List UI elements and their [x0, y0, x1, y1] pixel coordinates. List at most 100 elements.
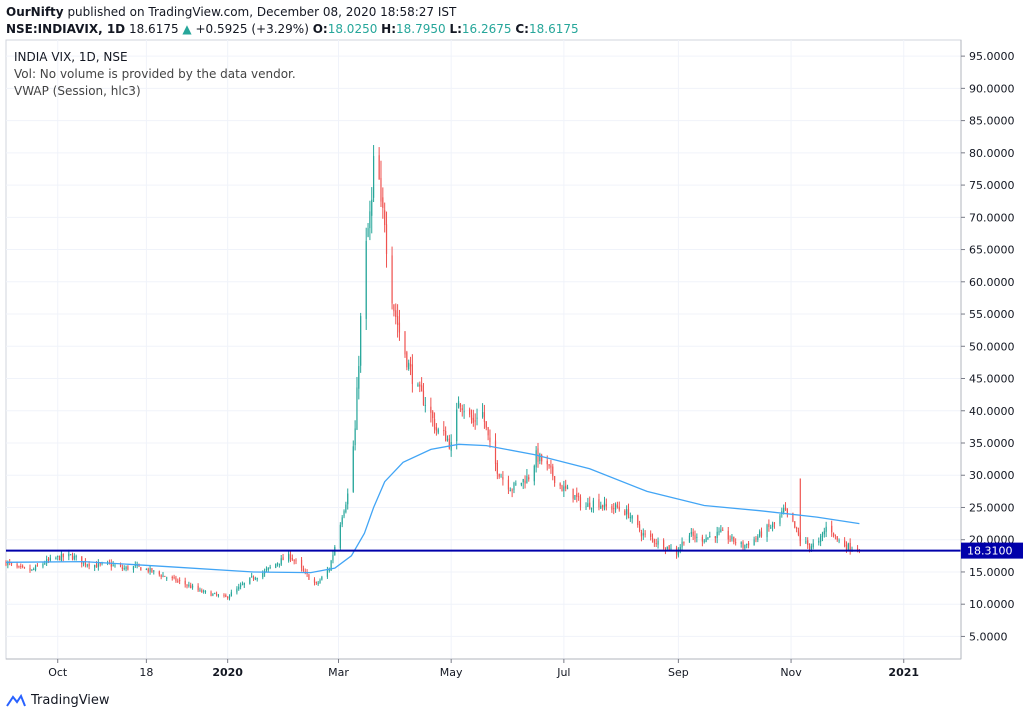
candle-body: [563, 486, 565, 492]
candle-body: [114, 565, 116, 567]
candle-body: [533, 465, 535, 482]
candle-body: [485, 421, 487, 428]
candle-body: [856, 548, 859, 551]
x-axis[interactable]: Oct 18 2020 Mar May Jul Sep Nov 2021: [6, 658, 961, 679]
y-tick-label: 50.0000: [969, 340, 1015, 353]
candle-body: [203, 590, 205, 592]
candle-body: [341, 517, 343, 525]
candle-body: [31, 569, 33, 571]
candle-body: [147, 568, 149, 572]
candle-body: [727, 530, 729, 540]
candle-body: [448, 438, 450, 449]
candle-body: [22, 565, 24, 567]
candle-body: [539, 453, 541, 462]
candle-body: [740, 542, 742, 544]
candle-body: [500, 476, 502, 478]
candle-body: [289, 554, 292, 559]
candle-body: [663, 540, 665, 549]
candle-body: [391, 255, 393, 304]
candle-body: [404, 331, 406, 355]
tradingview-logo-icon: [6, 693, 26, 707]
open-label: O:: [312, 22, 328, 36]
candle-body: [773, 522, 776, 525]
candle-body: [810, 546, 812, 550]
candle-body: [753, 539, 755, 546]
candle-body: [535, 450, 537, 468]
low-label: L:: [449, 22, 462, 36]
candle-body: [369, 211, 371, 229]
candle-body: [49, 557, 51, 561]
plot-area[interactable]: [5, 39, 962, 660]
candle-body: [757, 536, 759, 540]
candle-body: [151, 568, 153, 573]
candle-body: [110, 563, 112, 567]
up-arrow-icon: ▲: [182, 22, 192, 36]
candle-body: [164, 575, 166, 577]
candle-body: [701, 536, 703, 542]
footer-brand[interactable]: TradingView: [6, 693, 110, 708]
candle-body: [158, 571, 160, 575]
y-tick-label: 80.0000: [969, 147, 1015, 160]
candle-body: [173, 577, 175, 579]
y-tick-label: 15.0000: [969, 566, 1015, 579]
candle-body: [175, 577, 177, 582]
candle-body: [838, 540, 840, 542]
candle-body: [825, 526, 827, 532]
candle-body: [694, 535, 696, 539]
candle-body: [770, 527, 772, 529]
candle-body: [653, 539, 655, 543]
price-chart[interactable]: 95.0000 90.0000 85.0000 80.0000 75.0000 70.00…: [0, 38, 1024, 688]
candle-body: [358, 366, 360, 389]
candle-body: [457, 401, 460, 409]
candle-body: [422, 390, 425, 405]
candle-body: [16, 564, 18, 567]
candle-body: [354, 428, 356, 446]
candle-body: [308, 574, 310, 580]
candle-body: [640, 532, 643, 537]
candle-body: [572, 488, 574, 499]
y-tick-label: 25.0000: [969, 501, 1015, 514]
candle-body: [847, 543, 849, 550]
candle-body: [592, 500, 595, 508]
candle-body: [554, 476, 556, 484]
candle-body: [755, 538, 757, 540]
candle-body: [611, 506, 613, 510]
candle-body: [585, 506, 587, 508]
candle-body: [86, 564, 88, 566]
candle-body: [282, 557, 284, 561]
candles: [5, 145, 861, 601]
candle-body: [275, 563, 277, 568]
publisher-name[interactable]: OurNifty: [6, 5, 64, 19]
candle-body: [797, 530, 800, 535]
y-tick-label: 60.0000: [969, 276, 1015, 289]
candle-body: [552, 466, 554, 477]
legend-title: INDIA VIX, 1D, NSE: [14, 50, 128, 64]
x-tick-label: Jul: [556, 666, 570, 679]
y-axis[interactable]: 95.0000 90.0000 85.0000 80.0000 75.0000 70.00…: [960, 40, 1015, 659]
candle-body: [432, 411, 434, 419]
candle-body: [385, 224, 388, 254]
candle-body: [210, 591, 212, 597]
candle-body: [184, 580, 186, 585]
hline-price-label: 18.3100: [967, 545, 1013, 558]
candle-body: [771, 523, 774, 528]
publish-text: published on TradingView.com, December 0…: [67, 5, 457, 19]
candle-body: [212, 593, 214, 596]
candle-body: [821, 533, 824, 537]
candle-body: [690, 531, 692, 535]
candle-body: [487, 427, 489, 436]
candle-body: [731, 536, 733, 540]
candle-body: [445, 430, 447, 442]
candle-body: [655, 543, 657, 545]
candle-body: [692, 531, 694, 536]
candle-body: [360, 316, 362, 366]
candle-body: [590, 507, 593, 510]
candle-body: [409, 364, 412, 367]
candle-body: [71, 555, 74, 560]
candle-body: [321, 576, 323, 580]
candle-body: [742, 542, 744, 548]
candle-body: [243, 582, 245, 585]
ohlc-line: NSE:INDIAVIX, 1D 18.6175 ▲ +0.5925 (+3.2…: [6, 21, 579, 38]
candle-body: [550, 465, 552, 468]
candle-body: [651, 537, 654, 540]
